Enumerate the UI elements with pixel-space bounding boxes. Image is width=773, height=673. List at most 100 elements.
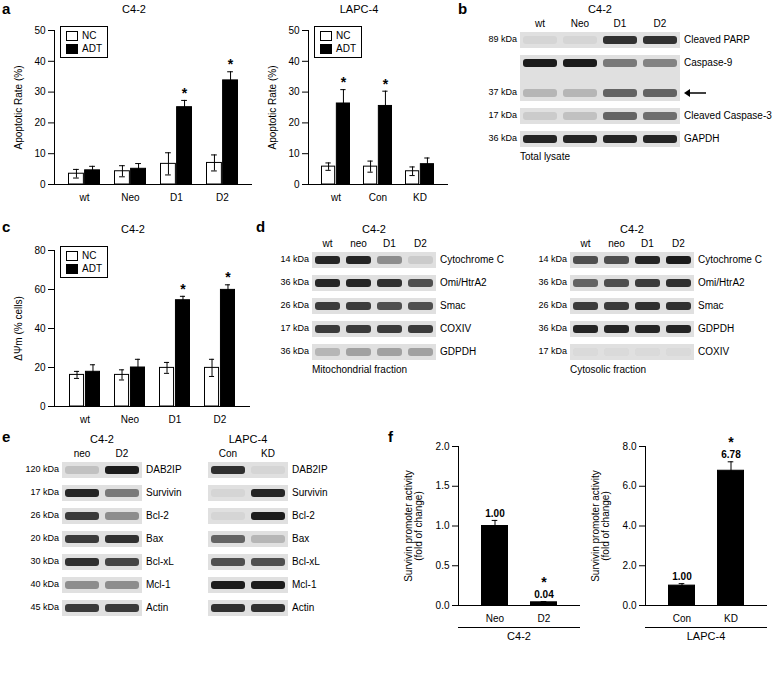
svg-text:Con: Con [219,448,237,459]
svg-text:20 kDa: 20 kDa [30,533,59,543]
svg-text:20: 20 [288,117,300,128]
svg-text:D2: D2 [414,238,427,249]
svg-text:Cleaved PARP: Cleaved PARP [684,34,750,45]
svg-text:Bax: Bax [292,533,309,544]
svg-text:*: * [728,434,734,450]
svg-text:GDPDH: GDPDH [698,323,734,334]
svg-text:Con: Con [369,192,387,203]
svg-text:*: * [180,281,186,297]
svg-text:36 kDa: 36 kDa [280,346,309,356]
svg-text:Survivin: Survivin [292,487,328,498]
svg-text:GDPDH: GDPDH [440,346,476,357]
svg-text:Cleaved Caspase-3: Cleaved Caspase-3 [684,110,772,121]
svg-text:0.04: 0.04 [534,589,554,600]
svg-text:80: 80 [34,245,46,256]
svg-text:0.0: 0.0 [623,600,637,611]
svg-text:D2: D2 [216,192,229,203]
svg-text:Neo: Neo [571,18,590,29]
svg-text:Cytochrome C: Cytochrome C [440,254,504,265]
svg-text:Mcl-1: Mcl-1 [292,579,317,590]
svg-text:COXIV: COXIV [440,323,471,334]
svg-text:Neo: Neo [121,414,140,425]
svg-text:Bcl-xL: Bcl-xL [292,556,320,567]
svg-text:4.0: 4.0 [623,520,637,531]
svg-text:17 kDa: 17 kDa [538,346,567,356]
svg-text:1.0: 1.0 [436,520,450,531]
svg-text:14 kDa: 14 kDa [280,254,309,264]
svg-text:37 kDa: 37 kDa [488,87,517,97]
svg-text:17 kDa: 17 kDa [488,110,517,120]
svg-text:6.0: 6.0 [623,480,637,491]
svg-text:50: 50 [34,25,46,36]
svg-text:Neo: Neo [486,613,505,624]
svg-text:20: 20 [34,117,46,128]
svg-text:D1: D1 [169,414,182,425]
svg-text:0: 0 [40,401,46,412]
svg-text:30: 30 [288,86,300,97]
svg-text:Mitochondrial fraction: Mitochondrial fraction [312,364,407,375]
svg-text:2.0: 2.0 [623,560,637,571]
svg-text:DAB2IP: DAB2IP [292,464,328,475]
svg-text:1.5: 1.5 [436,480,450,491]
svg-text:Bax: Bax [146,533,163,544]
svg-text:Neo: Neo [121,192,140,203]
svg-text:C4-2: C4-2 [362,223,386,235]
svg-text:D1: D1 [614,18,627,29]
svg-text:26 kDa: 26 kDa [280,300,309,310]
svg-text:KD: KD [724,613,738,624]
svg-text:Smac: Smac [698,300,724,311]
svg-text:neo: neo [350,238,367,249]
svg-text:Cytosolic fraction: Cytosolic fraction [570,364,646,375]
svg-text:D2: D2 [538,613,551,624]
svg-text:*: * [225,269,231,285]
svg-text:40: 40 [34,323,46,334]
svg-text:0: 0 [294,179,300,190]
svg-text:2.0: 2.0 [436,441,450,452]
svg-text:*: * [341,74,347,90]
svg-text:30: 30 [34,86,46,97]
svg-text:0: 0 [40,179,46,190]
svg-text:D1: D1 [641,238,654,249]
svg-text:89 kDa: 89 kDa [488,34,517,44]
svg-text:ΔΨm (% cells): ΔΨm (% cells) [13,296,24,360]
svg-text:D2: D2 [116,448,129,459]
svg-text:8.0: 8.0 [623,441,637,452]
svg-text:KD: KD [261,448,275,459]
svg-text:*: * [182,85,188,101]
svg-text:120 kDa: 120 kDa [25,464,59,474]
svg-text:Omi/HtrA2: Omi/HtrA2 [440,277,487,288]
svg-text:Omi/HtrA2: Omi/HtrA2 [698,277,745,288]
svg-text:Survivin promoter activity(fol: Survivin promoter activity(fold of chang… [590,470,611,582]
svg-text:Smac: Smac [440,300,466,311]
svg-text:26 kDa: 26 kDa [30,510,59,520]
svg-text:neo: neo [608,238,625,249]
svg-text:Mcl-1: Mcl-1 [146,579,171,590]
svg-text:Bcl-2: Bcl-2 [146,510,169,521]
svg-text:D2: D2 [654,18,667,29]
svg-text:*: * [541,574,547,590]
svg-text:1.00: 1.00 [485,508,505,519]
svg-text:60: 60 [34,284,46,295]
svg-text:LAPC-4: LAPC-4 [229,433,268,445]
svg-text:26 kDa: 26 kDa [538,300,567,310]
svg-text:30 kDa: 30 kDa [30,556,59,566]
svg-text:Total lysate: Total lysate [520,151,570,162]
svg-text:45 kDa: 45 kDa [30,602,59,612]
svg-text:wt: wt [534,18,545,29]
svg-text:*: * [228,56,234,72]
svg-text:Actin: Actin [146,602,168,613]
svg-text:D1: D1 [383,238,396,249]
svg-text:14 kDa: 14 kDa [538,254,567,264]
svg-text:36 kDa: 36 kDa [538,323,567,333]
svg-text:wt: wt [330,192,341,203]
svg-text:17 kDa: 17 kDa [280,323,309,333]
svg-text:C4-2: C4-2 [588,3,612,15]
svg-text:40 kDa: 40 kDa [30,579,59,589]
svg-text:0.5: 0.5 [436,560,450,571]
svg-text:Apoptotic Rate (%): Apoptotic Rate (%) [13,66,24,150]
svg-text:36 kDa: 36 kDa [488,133,517,143]
svg-text:GAPDH: GAPDH [684,133,720,144]
svg-text:Apoptotic Rate (%): Apoptotic Rate (%) [267,66,278,150]
svg-text:C4-2: C4-2 [620,223,644,235]
svg-text:Cytochrome C: Cytochrome C [698,254,762,265]
